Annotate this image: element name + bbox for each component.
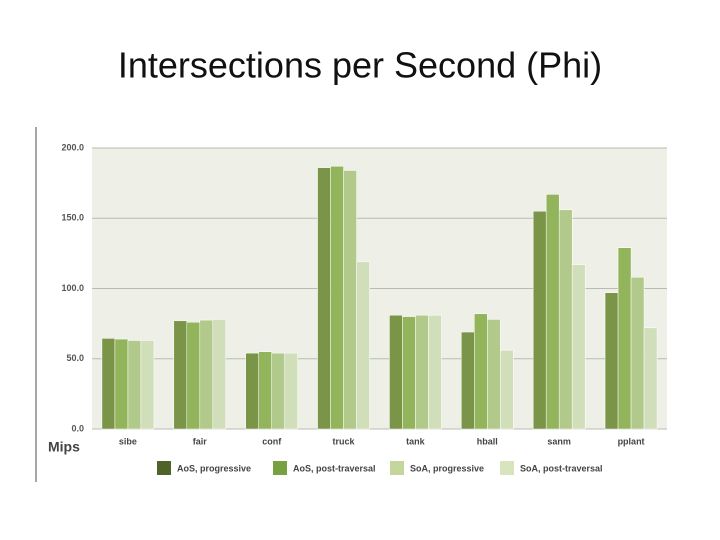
bar xyxy=(487,319,501,430)
bar xyxy=(630,277,645,430)
y-tick-label: 50.0 xyxy=(66,353,84,363)
bar xyxy=(317,167,331,430)
chart-title: Intersections per Second (Phi) xyxy=(118,45,602,86)
x-tick-label: sanm xyxy=(547,436,571,446)
x-tick-label: truck xyxy=(333,436,356,446)
y-tick-label: 150.0 xyxy=(61,213,84,223)
bar xyxy=(212,319,227,430)
bar xyxy=(415,314,429,430)
bar xyxy=(343,170,357,430)
bar xyxy=(428,314,442,430)
bar xyxy=(127,340,142,430)
y-axis-label: Mips xyxy=(48,439,80,455)
bar xyxy=(114,338,129,430)
bar xyxy=(604,292,619,430)
bar xyxy=(500,350,514,430)
legend-swatch xyxy=(157,461,171,475)
bar xyxy=(284,352,298,430)
legend-swatch xyxy=(390,461,404,475)
y-tick-label: 100.0 xyxy=(61,283,84,293)
legend-label: SoA, post-traversal xyxy=(520,463,603,473)
bar xyxy=(173,320,188,430)
bar xyxy=(330,166,344,430)
bar xyxy=(356,261,370,430)
x-tick-label: hball xyxy=(477,436,498,446)
bar xyxy=(101,338,116,430)
x-tick-label: conf xyxy=(262,436,282,446)
bar xyxy=(558,209,573,430)
legend-label: AoS, progressive xyxy=(177,463,251,473)
bar xyxy=(571,264,586,430)
bar xyxy=(199,319,214,430)
x-tick-label: pplant xyxy=(618,436,645,446)
bar xyxy=(402,316,416,430)
legend-label: AoS, post-traversal xyxy=(293,463,376,473)
x-tick-label: tank xyxy=(406,436,426,446)
bar xyxy=(474,313,488,430)
bar xyxy=(186,321,201,430)
legend-label: SoA, progressive xyxy=(410,463,484,473)
bar xyxy=(271,352,285,430)
bar xyxy=(532,210,547,430)
bar xyxy=(140,340,155,430)
bar xyxy=(245,352,259,430)
bar xyxy=(643,327,658,430)
bar xyxy=(545,194,560,430)
y-tick-label: 0.0 xyxy=(71,423,84,433)
bar xyxy=(258,351,272,430)
bar xyxy=(389,314,403,430)
bar xyxy=(461,331,475,430)
y-tick-label: 200.0 xyxy=(61,142,84,152)
legend-swatch xyxy=(273,461,287,475)
x-tick-label: sibe xyxy=(119,436,137,446)
x-tick-label: fair xyxy=(193,436,208,446)
legend-swatch xyxy=(500,461,514,475)
bar xyxy=(617,247,632,430)
